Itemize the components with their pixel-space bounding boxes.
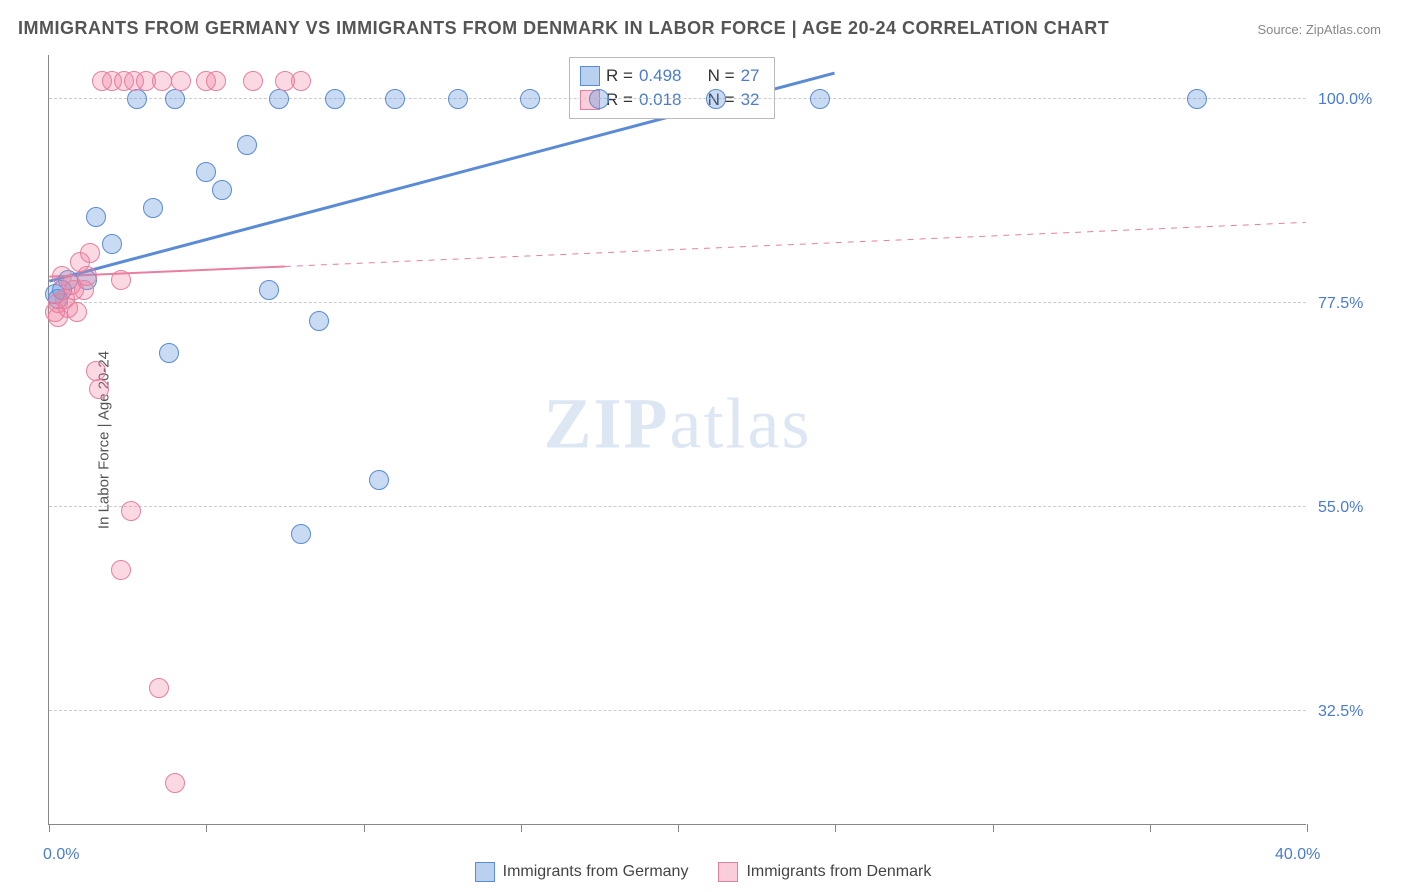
data-point [369, 470, 389, 490]
data-point [196, 162, 216, 182]
y-tick-label: 100.0% [1318, 91, 1398, 109]
data-point [152, 71, 172, 91]
data-point [102, 234, 122, 254]
r-value: 0.498 [639, 64, 682, 88]
r-value: 0.018 [639, 88, 682, 112]
watermark-bold: ZIP [544, 384, 670, 464]
data-point [309, 311, 329, 331]
x-tick [521, 824, 522, 832]
x-tick [993, 824, 994, 832]
data-point [159, 343, 179, 363]
data-point [165, 89, 185, 109]
data-point [385, 89, 405, 109]
data-point [589, 89, 609, 109]
data-point [127, 89, 147, 109]
data-point [111, 270, 131, 290]
series-legend: Immigrants from Germany Immigrants from D… [0, 862, 1406, 882]
data-point [80, 243, 100, 263]
r-label: R = [606, 64, 633, 88]
n-label: N = [708, 64, 735, 88]
y-tick-label: 77.5% [1318, 295, 1398, 313]
data-point [206, 71, 226, 91]
gridline [49, 98, 1306, 99]
data-point [86, 361, 106, 381]
watermark: ZIPatlas [544, 383, 812, 466]
y-tick-label: 55.0% [1318, 499, 1398, 517]
data-point [149, 678, 169, 698]
n-value: 32 [741, 88, 760, 112]
n-value: 27 [741, 64, 760, 88]
data-point [1187, 89, 1207, 109]
data-point [448, 89, 468, 109]
data-point [237, 135, 257, 155]
data-point [810, 89, 830, 109]
gridline [49, 710, 1306, 711]
legend-label: Immigrants from Germany [503, 863, 689, 881]
legend-swatch [718, 862, 738, 882]
data-point [243, 71, 263, 91]
x-tick [1307, 824, 1308, 832]
scatter-plot: In Labor Force | Age 20-24 ZIPatlas R = … [48, 55, 1306, 825]
data-point [111, 560, 131, 580]
data-point [67, 302, 87, 322]
data-point [212, 180, 232, 200]
legend-item: Immigrants from Denmark [718, 862, 931, 882]
legend-swatch [475, 862, 495, 882]
legend-label: Immigrants from Denmark [746, 863, 931, 881]
data-point [325, 89, 345, 109]
x-tick [678, 824, 679, 832]
data-point [706, 89, 726, 109]
chart-title: IMMIGRANTS FROM GERMANY VS IMMIGRANTS FR… [18, 18, 1109, 39]
data-point [269, 89, 289, 109]
trend-lines [49, 55, 1306, 824]
gridline [49, 506, 1306, 507]
legend-item: Immigrants from Germany [475, 862, 689, 882]
y-tick-label: 32.5% [1318, 703, 1398, 721]
correlation-legend: R = 0.498 N = 27R = 0.018 N = 32 [569, 57, 775, 119]
data-point [165, 773, 185, 793]
r-label: R = [606, 88, 633, 112]
data-point [259, 280, 279, 300]
data-point [77, 266, 97, 286]
x-tick [1150, 824, 1151, 832]
x-tick [206, 824, 207, 832]
x-tick [49, 824, 50, 832]
data-point [520, 89, 540, 109]
data-point [291, 524, 311, 544]
x-tick [835, 824, 836, 832]
legend-swatch [580, 66, 600, 86]
data-point [171, 71, 191, 91]
x-tick [364, 824, 365, 832]
gridline [49, 302, 1306, 303]
data-point [86, 207, 106, 227]
data-point [291, 71, 311, 91]
data-point [121, 501, 141, 521]
watermark-light: atlas [670, 384, 812, 464]
legend-row: R = 0.498 N = 27 [580, 64, 760, 88]
data-point [89, 379, 109, 399]
data-point [143, 198, 163, 218]
source-label: Source: ZipAtlas.com [1257, 22, 1381, 37]
